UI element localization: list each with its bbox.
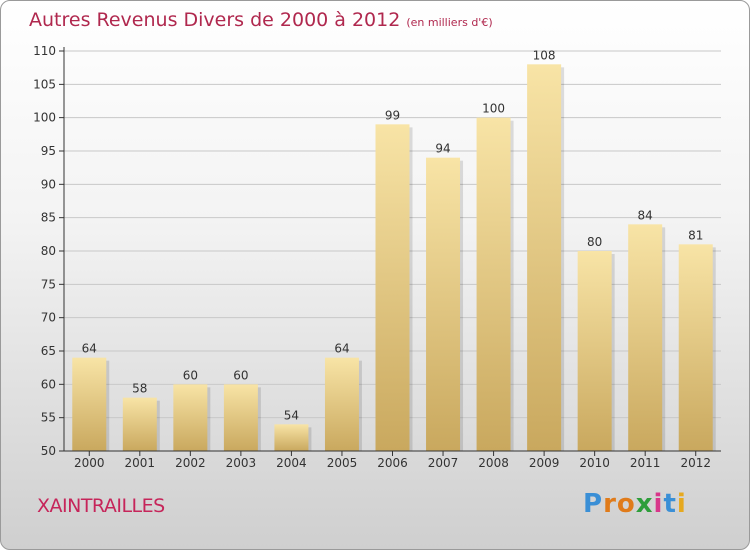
x-tick-label: 2001 [125, 456, 156, 470]
y-tick-label: 110 [33, 44, 56, 58]
y-tick-label: 60 [41, 377, 56, 391]
data-label: 58 [132, 382, 147, 396]
proxiti-logo: Proxiti [583, 489, 687, 519]
logo-letter: i [653, 489, 664, 519]
data-label: 60 [183, 368, 198, 382]
y-tick-label: 65 [41, 344, 56, 358]
data-label: 60 [233, 368, 248, 382]
data-label: 54 [284, 408, 299, 422]
x-tick-label: 2002 [175, 456, 206, 470]
y-tick-label: 55 [41, 411, 56, 425]
logo-letter: t [663, 489, 677, 519]
axes: 50 55 60 65 70 75 80 85 90 95 100 105 110 2000 2001 200… [33, 44, 721, 470]
y-tick-label: 100 [33, 111, 56, 125]
x-tick-label: 2000 [74, 456, 105, 470]
y-tick-label: 50 [41, 444, 56, 458]
bar [173, 384, 208, 451]
bar [577, 251, 612, 451]
bar [274, 424, 309, 451]
bar [527, 64, 562, 452]
x-tick-label: 2008 [478, 456, 509, 470]
y-tick-label: 85 [41, 211, 56, 225]
data-label: 94 [435, 142, 450, 156]
data-label: 81 [688, 228, 703, 242]
y-tick-label: 75 [41, 277, 56, 291]
logo-letter: r [603, 489, 617, 519]
bar [72, 357, 107, 451]
y-tick-label: 95 [41, 144, 56, 158]
y-tick-label: 70 [41, 311, 56, 325]
chart-title: Autres Revenus Divers de 2000 à 2012 (en … [29, 9, 493, 31]
bar [122, 397, 157, 451]
logo-letter: P [583, 489, 604, 519]
y-tick-label: 80 [41, 244, 56, 258]
bar [223, 384, 258, 451]
data-label: 80 [587, 235, 602, 249]
x-tick-label: 2005 [327, 456, 358, 470]
chart-unit: (en milliers d'€) [406, 16, 493, 29]
y-tick-label: 105 [33, 77, 56, 91]
y-tick-label: 90 [41, 177, 56, 191]
bar [375, 124, 410, 451]
bars [72, 64, 716, 452]
x-tick-label: 2011 [630, 456, 661, 470]
x-tick-label: 2004 [276, 456, 307, 470]
x-tick-label: 2007 [428, 456, 459, 470]
logo-letter: i [676, 489, 687, 519]
bar [628, 224, 663, 451]
bar [426, 157, 461, 451]
logo-letter: o [616, 489, 636, 519]
x-tick-label: 2009 [529, 456, 560, 470]
bar [476, 117, 511, 452]
labels: 64 58 60 60 54 64 99 94 100 108 80 84 81 [82, 48, 704, 422]
x-tick-label: 2010 [579, 456, 610, 470]
logo-letter: x [635, 489, 654, 519]
data-label: 99 [385, 108, 400, 122]
bar [678, 244, 713, 451]
data-label: 84 [638, 208, 653, 222]
data-label: 100 [482, 102, 505, 116]
x-tick-label: 2006 [377, 456, 408, 470]
data-label: 64 [334, 342, 349, 356]
chart-title-text: Autres Revenus Divers de 2000 à 2012 [29, 9, 401, 31]
bar [324, 357, 359, 451]
data-label: 64 [82, 342, 97, 356]
x-tick-label: 2012 [680, 456, 711, 470]
data-label: 108 [533, 48, 556, 62]
x-tick-label: 2003 [226, 456, 257, 470]
commune-name: XAINTRAILLES [37, 495, 165, 517]
